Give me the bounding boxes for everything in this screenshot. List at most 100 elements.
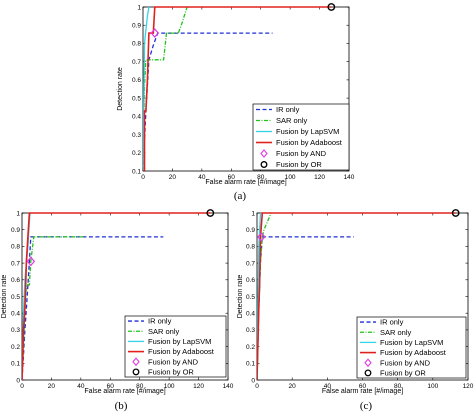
x-tick-label: 60 (107, 383, 115, 390)
y-tick-label: 0 (16, 377, 20, 384)
chart-caption: (b) (115, 400, 128, 412)
y-tick-label: 0.9 (11, 227, 20, 234)
x-tick-label: 80 (394, 383, 402, 390)
and-point-marker (150, 28, 160, 38)
x-tick-label: 60 (228, 174, 236, 181)
chart-caption: (a) (234, 190, 247, 202)
legend-box (124, 315, 227, 378)
series-line-adaboost (257, 212, 456, 380)
y-axis-label: Detection rate (1, 275, 8, 319)
y-tick-label: 0.7 (246, 260, 255, 267)
x-axis-label: False alarm rate [#/image] (84, 388, 165, 395)
series-line-sar (22, 236, 84, 380)
legend-label: SAR only (380, 328, 412, 337)
series-group (143, 6, 332, 171)
series-line-adaboost (143, 6, 332, 171)
and-point-marker (26, 256, 36, 267)
x-tick-label: 0 (20, 383, 24, 390)
y-tick-label: 1 (137, 4, 141, 11)
chart-1: 0 20 40 60 80 100 120 140 0.1 0.2 0.3 0.4 0.5 0.6 0.7 0… (117, 3, 355, 202)
x-tick-label: 140 (344, 174, 355, 181)
legend-label: Fusion by Adaboost (148, 347, 215, 356)
legend-label: SAR only (276, 116, 308, 125)
y-tick-label: 0.1 (11, 361, 20, 368)
series-group (22, 212, 211, 380)
legend-label: Fusion by OR (148, 368, 194, 377)
legend-label: Fusion by LapSVM (148, 337, 211, 346)
series-line-adaboost (22, 212, 211, 380)
y-tick-label: 0.6 (246, 277, 255, 284)
x-tick-label: 40 (198, 174, 206, 181)
legend-box (356, 316, 467, 379)
y-tick-label: 0.4 (132, 114, 141, 121)
chart-caption: (c) (360, 400, 373, 412)
y-tick-label: 0.7 (132, 59, 141, 66)
x-tick-label: 120 (193, 383, 204, 390)
legend-label: Fusion by Adaboost (380, 348, 447, 357)
or-point-marker (206, 209, 215, 217)
x-tick-label: 100 (164, 383, 175, 390)
y-tick-label: 1 (251, 210, 255, 217)
y-tick-label: 0.1 (132, 168, 141, 175)
series-line-lapsvm (143, 6, 150, 171)
chart-2: 0 20 40 60 80 100 120 140 0 0.1 0.2 0.3 0.4 0.5 0.6 0.7… (1, 209, 234, 412)
x-tick-label: 0 (255, 383, 259, 390)
legend: IR only SAR only Fusion by LapSVM Fusion by… (252, 103, 350, 171)
series-group (257, 212, 456, 380)
legend-label: Fusion by LapSVM (276, 127, 339, 136)
x-tick-label: 20 (289, 383, 297, 390)
legend-label: Fusion by OR (276, 160, 322, 169)
legend-label: Fusion by AND (380, 358, 431, 367)
y-tick-label: 0.4 (11, 311, 20, 318)
or-point-marker (327, 3, 336, 11)
x-tick-label: 140 (223, 383, 234, 390)
y-tick-label: 0.3 (11, 327, 20, 334)
y-axis-label: Detection rate (237, 275, 244, 319)
series-line-sar (143, 6, 188, 171)
legend-label: IR only (276, 105, 300, 114)
legend-swatch-and (132, 357, 140, 367)
legend-label: Fusion by LapSVM (380, 338, 443, 347)
y-tick-label: 0.6 (132, 77, 141, 84)
legend-label: IR only (380, 318, 404, 327)
y-tick-label: 0.2 (246, 344, 255, 351)
x-tick-label: 20 (169, 174, 177, 181)
x-tick-label: 60 (359, 383, 367, 390)
x-tick-label: 100 (427, 383, 438, 390)
y-tick-label: 1 (16, 210, 20, 217)
x-tick-label: 120 (314, 174, 325, 181)
y-tick-label: 0.5 (246, 294, 255, 301)
and-point-marker (257, 231, 266, 242)
x-tick-label: 100 (285, 174, 296, 181)
legend-label: Fusion by OR (380, 369, 426, 378)
y-tick-label: 0.6 (11, 277, 20, 284)
legend-label: IR only (148, 317, 172, 326)
y-tick-label: 0.4 (246, 311, 255, 318)
x-tick-label: 0 (141, 174, 145, 181)
x-tick-label: 80 (257, 174, 265, 181)
series-line-ir (22, 236, 164, 380)
y-tick-label: 0.3 (132, 132, 141, 139)
y-tick-label: 0.1 (246, 361, 255, 368)
y-tick-label: 0.7 (11, 260, 20, 267)
legend-swatch-and (260, 149, 268, 158)
y-tick-label: 0.5 (11, 294, 20, 301)
y-tick-label: 0.2 (132, 150, 141, 157)
x-tick-label: 40 (77, 383, 85, 390)
legend-label: SAR only (148, 327, 180, 336)
legend-label: Fusion by Adaboost (276, 138, 343, 147)
y-axis-label: Detection rate (117, 67, 124, 111)
y-tick-label: 0.9 (132, 23, 141, 30)
y-tick-label: 0.8 (11, 244, 20, 251)
y-tick-label: 0.2 (11, 344, 20, 351)
y-tick-label: 0.3 (246, 327, 255, 334)
y-tick-label: 0.8 (132, 41, 141, 48)
legend-swatch-or (364, 369, 372, 377)
legend-swatch-and (364, 358, 372, 368)
legend-label: Fusion by AND (148, 357, 199, 366)
or-point-marker (451, 209, 460, 217)
legend-swatch-or (132, 368, 140, 376)
